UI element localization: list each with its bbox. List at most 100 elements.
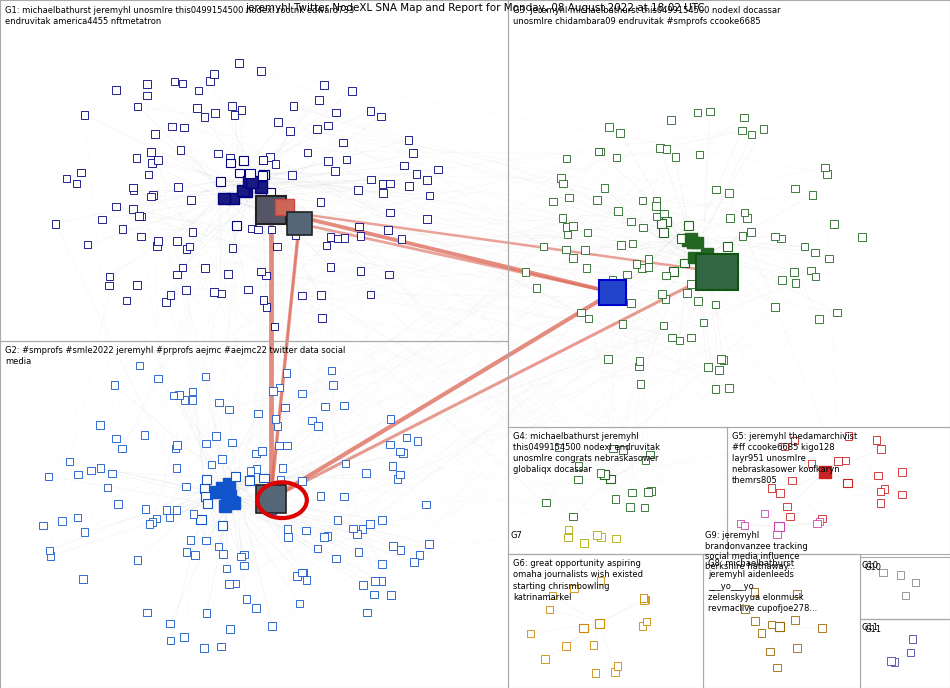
Bar <box>694 297 702 305</box>
Bar <box>760 125 768 133</box>
Bar <box>834 458 842 465</box>
Bar <box>283 442 291 449</box>
Bar <box>641 504 649 511</box>
Bar <box>166 637 174 645</box>
Bar <box>356 233 364 240</box>
Bar <box>726 214 733 222</box>
Bar <box>201 475 211 484</box>
Bar <box>781 442 788 450</box>
Bar <box>757 630 765 637</box>
Bar <box>860 557 950 619</box>
Bar <box>813 519 821 527</box>
Bar <box>188 387 196 395</box>
Bar <box>332 167 339 175</box>
Bar <box>355 223 363 230</box>
Bar <box>180 396 188 404</box>
Bar <box>387 416 394 423</box>
Bar <box>887 657 895 665</box>
Bar <box>569 254 577 261</box>
Bar <box>653 197 660 205</box>
Bar <box>212 432 219 440</box>
Bar <box>508 0 950 427</box>
Bar <box>145 520 153 528</box>
Bar <box>137 213 144 220</box>
Bar <box>298 477 306 485</box>
Bar <box>614 207 621 215</box>
Bar <box>660 210 668 217</box>
Bar <box>240 562 248 570</box>
Bar <box>268 226 276 233</box>
Bar <box>842 457 849 464</box>
Bar <box>615 294 622 301</box>
Bar <box>170 391 178 399</box>
Bar <box>281 404 289 411</box>
Bar <box>725 189 732 197</box>
Bar <box>218 643 225 650</box>
Bar <box>902 592 909 599</box>
Bar <box>364 609 371 616</box>
Bar <box>712 301 719 308</box>
Bar <box>640 596 648 604</box>
Bar <box>357 268 365 275</box>
Bar <box>202 610 210 617</box>
Bar <box>39 522 47 529</box>
Bar <box>143 80 151 88</box>
Bar <box>434 166 442 173</box>
Bar <box>228 439 236 447</box>
Bar <box>891 658 899 666</box>
Bar <box>584 314 592 322</box>
Bar <box>811 249 819 257</box>
Bar <box>200 484 209 493</box>
Text: G9: jeremyhl
brandonvanzee tracking
social media influence
berkshire hathaway...: G9: jeremyhl brandonvanzee tracking soci… <box>705 531 808 571</box>
Bar <box>405 136 412 144</box>
Bar <box>559 215 566 222</box>
Bar <box>246 176 257 188</box>
Bar <box>215 398 222 406</box>
Bar <box>696 254 738 290</box>
Bar <box>201 493 210 501</box>
Bar <box>750 588 758 596</box>
Bar <box>559 180 566 187</box>
Bar <box>826 255 833 262</box>
Bar <box>155 375 162 383</box>
Bar <box>324 532 332 539</box>
Bar <box>413 170 421 178</box>
Bar <box>579 623 588 632</box>
Bar <box>669 267 677 276</box>
Text: G1: michaelbathurst jeremyhl unosmIre this0499154500 nodexl rootnk edward733
end: G1: michaelbathurst jeremyhl unosmIre th… <box>5 6 354 25</box>
Bar <box>340 493 348 500</box>
Bar <box>748 131 755 138</box>
Bar <box>748 228 755 236</box>
Bar <box>377 113 385 120</box>
Text: G4: michaelbathurst jeremyhl
this0499154500 nodexl endruvitak
unosmIre congrats : G4: michaelbathurst jeremyhl this0499154… <box>513 432 660 474</box>
Bar <box>663 145 671 153</box>
Bar <box>378 560 386 568</box>
Bar <box>271 323 278 330</box>
Bar <box>703 554 860 688</box>
Bar <box>845 432 852 440</box>
Bar <box>409 149 417 157</box>
Bar <box>299 217 307 225</box>
Bar <box>129 206 137 213</box>
Bar <box>379 180 387 188</box>
Bar <box>684 221 694 230</box>
Bar <box>273 499 280 506</box>
Bar <box>570 585 578 592</box>
Bar <box>134 557 142 564</box>
Bar <box>363 469 371 477</box>
Bar <box>343 155 351 163</box>
Bar <box>783 503 790 510</box>
Bar <box>614 662 621 669</box>
Bar <box>299 568 307 576</box>
Bar <box>737 519 745 527</box>
Bar <box>223 565 231 572</box>
Bar <box>218 521 227 530</box>
Bar <box>270 387 277 395</box>
Bar <box>874 472 882 480</box>
Bar <box>216 177 225 186</box>
Bar <box>182 548 190 556</box>
Bar <box>367 290 374 298</box>
Bar <box>79 575 86 583</box>
Bar <box>400 162 408 169</box>
Bar <box>790 437 798 444</box>
